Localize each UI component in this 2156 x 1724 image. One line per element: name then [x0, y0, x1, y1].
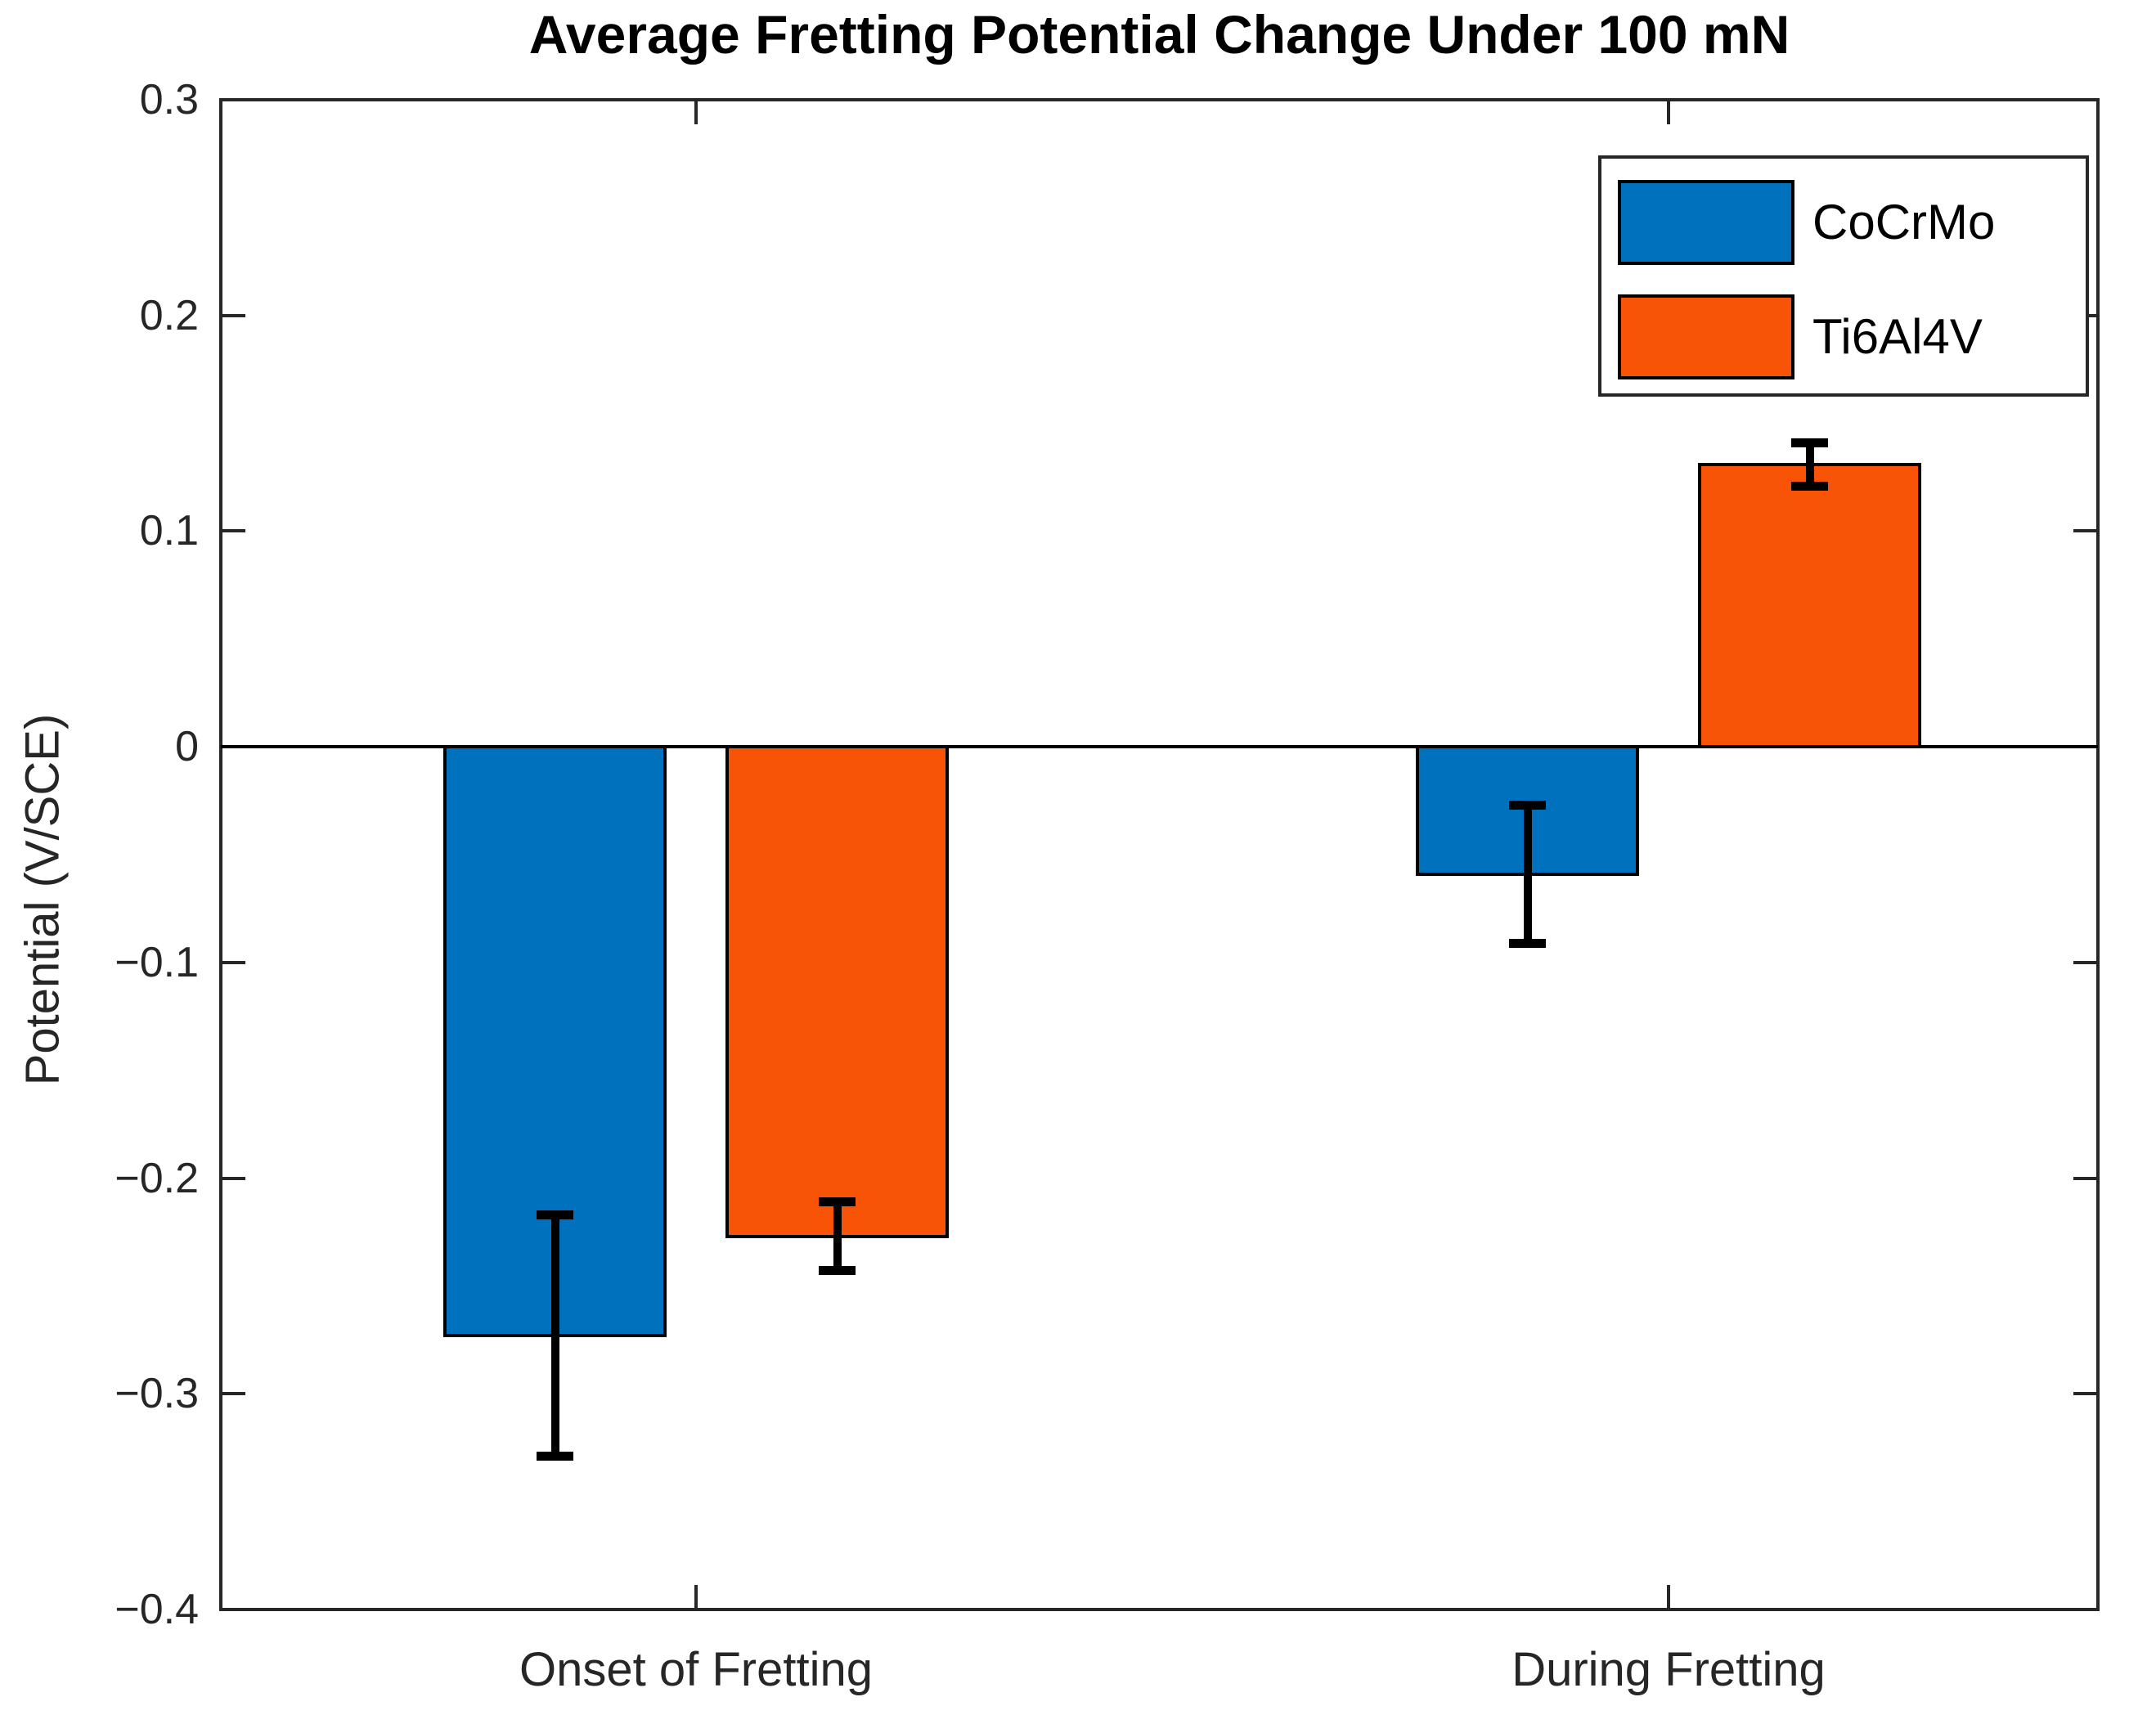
legend-label-cocrmo: CoCrMo [1812, 195, 1996, 249]
x-tick-top-onset-of-fretting [694, 101, 698, 124]
y-tick-right-7 [2073, 1608, 2096, 1611]
legend-swatch-cocrmo [1618, 180, 1794, 265]
plot-border-right [2096, 98, 2100, 1611]
y-tick-left-0 [222, 98, 245, 101]
x-tick-label-onset-of-fretting: Onset of Fretting [519, 1643, 873, 1696]
error-bar-cocrmo-onset-of-fretting-line [550, 1214, 559, 1457]
zero-baseline [221, 745, 2098, 749]
error-bar-ti6al4v-during-fretting-cap-bottom [1791, 481, 1828, 491]
error-bar-cocrmo-during-fretting-cap-bottom [1509, 938, 1546, 948]
plot-border-left [219, 98, 222, 1611]
plot-border-bottom [219, 1608, 2100, 1611]
error-bar-cocrmo-during-fretting-cap-top [1509, 800, 1546, 810]
plot-border-top [219, 98, 2100, 101]
y-tick-right-5 [2073, 1176, 2096, 1180]
x-tick-bottom-onset-of-fretting [694, 1585, 698, 1608]
y-tick-label-0: 0.3 [139, 76, 199, 123]
legend-box: CoCrMo Ti6Al4V [1598, 155, 2089, 397]
y-tick-label-4: −0.1 [115, 938, 199, 986]
y-tick-label-3: 0 [175, 723, 199, 771]
legend-label-ti6al4v: Ti6Al4V [1812, 309, 1983, 364]
error-bar-cocrmo-onset-of-fretting-cap-top [537, 1210, 573, 1219]
bar-ti6al4v-during-fretting [1698, 462, 1921, 749]
y-tick-right-6 [2073, 1392, 2096, 1396]
y-tick-left-2 [222, 529, 245, 533]
bar-ti6al4v-onset-of-fretting [725, 745, 949, 1238]
error-bar-cocrmo-onset-of-fretting-cap-bottom [537, 1452, 573, 1461]
y-tick-left-6 [222, 1392, 245, 1396]
y-tick-label-7: −0.4 [115, 1586, 199, 1633]
error-bar-ti6al4v-during-fretting-cap-top [1791, 438, 1828, 447]
y-tick-right-2 [2073, 529, 2096, 533]
error-bar-ti6al4v-onset-of-fretting-cap-bottom [819, 1266, 856, 1276]
y-tick-label-6: −0.3 [115, 1370, 199, 1418]
y-tick-label-2: 0.1 [139, 507, 199, 555]
y-tick-left-4 [222, 960, 245, 964]
y-tick-left-5 [222, 1176, 245, 1180]
x-tick-bottom-during-fretting [1667, 1585, 1670, 1608]
y-tick-left-7 [222, 1608, 245, 1611]
y-tick-label-5: −0.2 [115, 1154, 199, 1202]
legend-swatch-ti6al4v [1618, 294, 1794, 379]
y-tick-label-1: 0.2 [139, 291, 199, 339]
chart-title: Average Fretting Potential Change Under … [528, 4, 1790, 65]
x-tick-label-during-fretting: During Fretting [1511, 1643, 1826, 1696]
x-tick-top-during-fretting [1667, 101, 1670, 124]
error-bar-ti6al4v-onset-of-fretting-line [833, 1201, 842, 1271]
error-bar-ti6al4v-during-fretting-line [1805, 442, 1814, 487]
error-bar-cocrmo-during-fretting-line [1523, 805, 1532, 944]
error-bar-ti6al4v-onset-of-fretting-cap-top [819, 1197, 856, 1207]
y-tick-right-0 [2073, 98, 2096, 101]
y-tick-right-4 [2073, 960, 2096, 964]
y-tick-left-1 [222, 313, 245, 317]
